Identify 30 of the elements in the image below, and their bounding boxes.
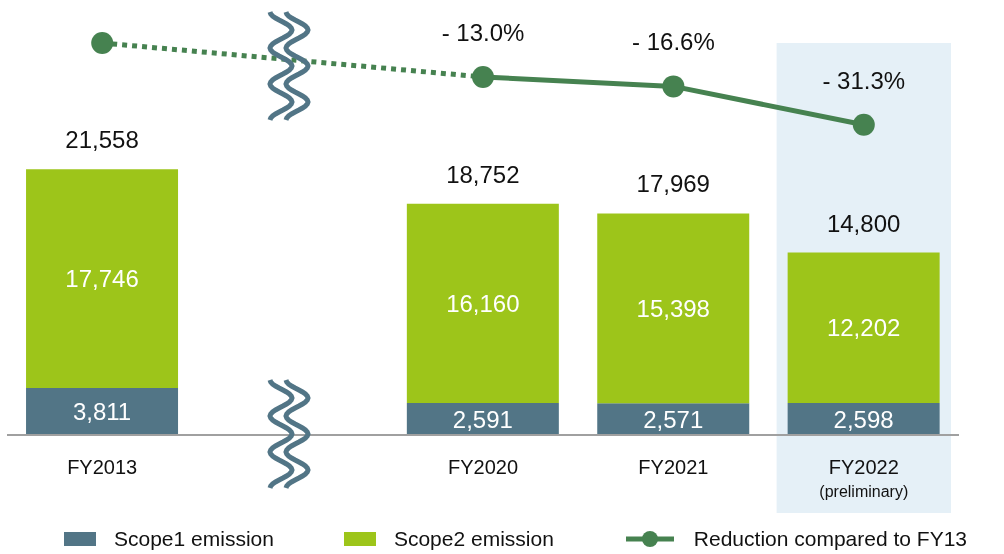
legend-label: Scope2 emission [393,527,554,551]
data-label: - 13.0% [441,18,525,46]
legend-label: Scope1 emission [114,527,274,551]
x-tick-label: FY2020 [447,456,519,478]
x-tick-label: FY2022 (preliminary) [819,456,909,500]
data-label: - 16.6% [632,28,715,56]
total-label: 18,752 [446,160,520,188]
data-label: 2,598 [833,405,894,433]
total-label: 17,969 [636,170,710,198]
point [852,113,875,136]
x-tick-label: FY2021 [638,456,709,478]
total-label: 21,558 [65,126,139,154]
point [662,75,685,98]
data-label: 3,811 [72,398,132,426]
data-label: 2,571 [643,405,704,433]
bar [26,169,179,389]
bar [787,252,940,403]
data-label: - 31.3% [822,66,906,94]
data-label: 12,202 [826,314,901,342]
data-label: 15,398 [636,295,710,323]
bar [406,203,559,404]
data-label: 17,746 [65,265,139,293]
bar [597,213,750,404]
point [91,32,114,54]
data-label: 2,591 [452,405,513,433]
x-tick-label: FY2013 [67,456,138,478]
legend-label: Reduction compared to FY13 [693,527,967,551]
total-label: 14,800 [826,209,901,237]
bar [26,388,179,435]
data-label: 16,160 [446,290,520,318]
